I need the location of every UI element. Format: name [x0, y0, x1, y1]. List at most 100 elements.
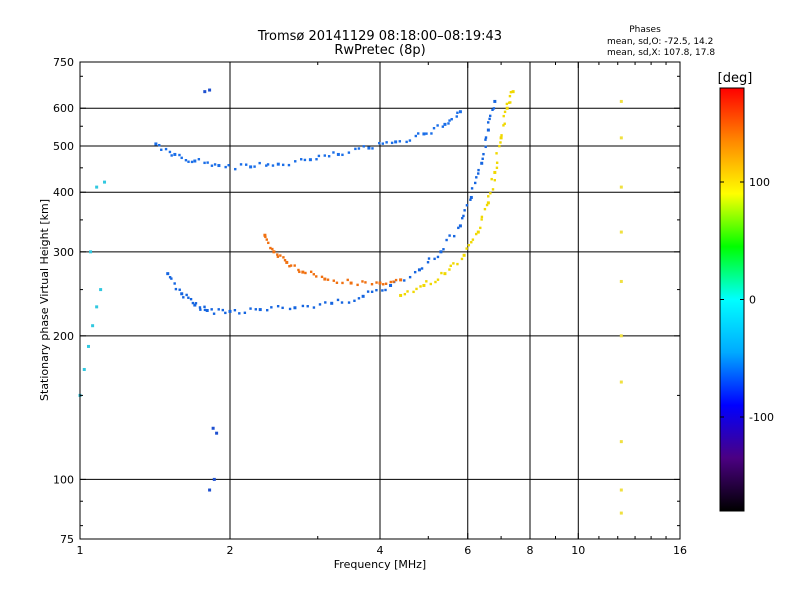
data-point: [405, 140, 408, 144]
data-point: [366, 290, 370, 293]
colorbar-ticks: 100 0 -100: [720, 176, 774, 424]
data-point: [353, 299, 356, 302]
legend-line-o: mean, sd,O: -72.5, 14.2: [607, 37, 713, 47]
data-point: [178, 288, 181, 291]
data-point: [460, 257, 464, 261]
data-point: [469, 198, 472, 201]
data-point: [287, 163, 291, 167]
data-point: [503, 110, 507, 114]
y-tick-label: 200: [53, 330, 74, 343]
data-point: [465, 204, 469, 207]
data-point: [619, 488, 623, 492]
data-point: [476, 230, 480, 234]
data-point: [324, 301, 327, 304]
data-point: [341, 153, 344, 157]
data-point: [482, 152, 485, 156]
data-point: [484, 145, 487, 149]
data-point: [217, 164, 221, 168]
data-point: [505, 102, 509, 106]
data-point: [483, 207, 487, 211]
data-point: [300, 158, 303, 161]
x-tick-label: 4: [377, 544, 384, 557]
y-tick-label: 300: [53, 246, 74, 259]
data-point: [323, 154, 326, 157]
data-point: [619, 136, 623, 140]
data-point: [417, 268, 421, 272]
data-point: [429, 282, 432, 286]
data-point: [99, 288, 103, 292]
data-point: [370, 290, 374, 293]
data-point: [467, 244, 471, 247]
y-tick-label: 600: [53, 102, 74, 115]
data-point: [203, 90, 207, 94]
data-point: [491, 108, 494, 112]
data-point: [439, 250, 443, 254]
series-4: [78, 180, 107, 397]
data-point: [392, 280, 395, 283]
data-point: [493, 179, 496, 182]
data-point: [475, 232, 478, 236]
data-point: [89, 250, 93, 254]
data-point: [436, 255, 440, 259]
data-point: [619, 380, 623, 384]
data-point: [441, 125, 445, 128]
data-point: [385, 141, 388, 144]
data-point: [433, 257, 436, 261]
data-point: [206, 161, 209, 164]
data-point: [346, 278, 349, 282]
data-point: [190, 160, 194, 164]
data-point: [406, 290, 409, 293]
data-point: [272, 250, 276, 254]
data-point: [463, 209, 466, 212]
data-point: [267, 241, 270, 245]
data-point: [180, 156, 183, 160]
data-point: [335, 281, 339, 284]
data-point: [320, 275, 324, 279]
data-point: [447, 122, 450, 125]
data-point: [217, 308, 220, 311]
series-0: [166, 99, 497, 315]
data-point: [500, 134, 503, 137]
data-point: [371, 147, 374, 150]
data-point: [450, 117, 453, 121]
data-point: [91, 324, 95, 328]
data-point: [264, 235, 267, 239]
data-point: [199, 308, 202, 311]
data-point: [249, 307, 252, 310]
data-point: [462, 214, 465, 218]
data-point: [436, 278, 440, 281]
data-point: [619, 279, 623, 283]
data-point: [389, 283, 393, 287]
data-point: [422, 283, 426, 287]
y-axis-label: Stationary phase Virtual Height [km]: [38, 199, 51, 401]
data-point: [224, 165, 227, 169]
data-point: [312, 273, 316, 276]
data-point: [258, 308, 262, 312]
data-point: [425, 132, 428, 135]
data-point: [254, 308, 257, 311]
data-point: [288, 265, 291, 268]
data-point: [381, 289, 384, 292]
data-point: [330, 301, 334, 305]
data-point: [208, 88, 212, 92]
data-point: [160, 148, 163, 151]
data-point: [495, 166, 499, 169]
data-point: [298, 270, 301, 274]
colorbar-tick-label: 100: [749, 176, 770, 189]
data-point: [304, 271, 307, 275]
data-point: [440, 271, 443, 275]
grid-lines: [80, 62, 680, 539]
data-point: [180, 292, 184, 296]
data-point: [370, 283, 374, 286]
data-point: [281, 306, 284, 310]
data-point: [258, 161, 261, 165]
data-point: [326, 278, 330, 281]
data-point: [488, 117, 491, 121]
data-point: [357, 297, 361, 300]
data-point: [271, 247, 274, 251]
data-point: [341, 281, 344, 285]
data-point: [166, 272, 170, 276]
data-point: [470, 241, 473, 244]
data-point: [619, 230, 623, 234]
data-point: [419, 285, 422, 288]
